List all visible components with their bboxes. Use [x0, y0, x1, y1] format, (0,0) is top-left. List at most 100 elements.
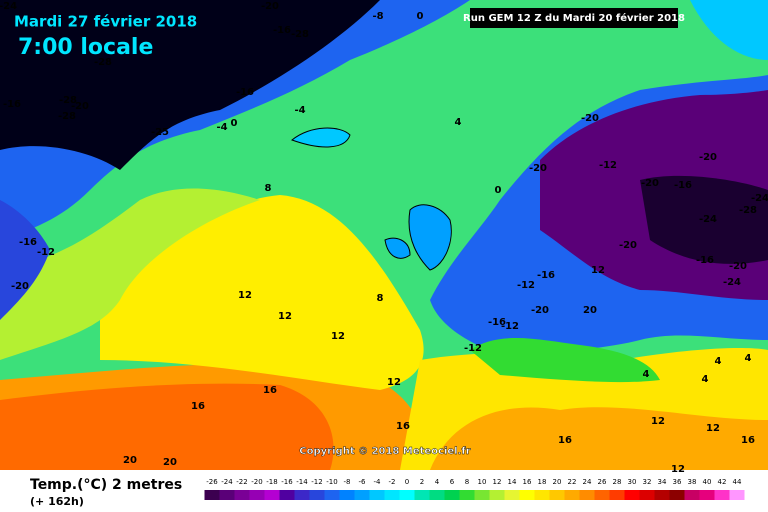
legend-swatch	[564, 490, 580, 500]
russia-frigid	[640, 175, 768, 264]
legend-value: -18	[266, 478, 277, 486]
legend-value: 34	[658, 478, 667, 486]
contour-label: -20	[619, 240, 637, 251]
contour-label: -28	[94, 57, 112, 68]
legend-swatch	[339, 490, 355, 500]
legend-swatch	[399, 490, 415, 500]
contour-label: 0	[231, 118, 238, 129]
legend-value: 20	[553, 478, 562, 486]
contour-label: 0	[495, 185, 502, 196]
contour-label: -24	[751, 193, 768, 204]
legend-value: 30	[628, 478, 637, 486]
legend-swatch	[204, 490, 220, 500]
legend-value: 28	[613, 478, 622, 486]
contour-label: -12	[464, 343, 482, 354]
legend-swatch	[714, 490, 730, 500]
legend-swatch	[534, 490, 550, 500]
legend-value: -26	[206, 478, 218, 486]
legend-value: -12	[311, 478, 322, 486]
legend-swatch	[264, 490, 280, 500]
legend-swatch	[504, 490, 520, 500]
africa-hot	[430, 407, 768, 470]
legend-value: 26	[598, 478, 607, 486]
contour-label: -12	[37, 247, 55, 258]
contour-label: -16	[696, 255, 714, 266]
contour-label: -12	[599, 160, 617, 171]
contour-label: -16	[488, 317, 506, 328]
legend-swatch	[684, 490, 700, 500]
contour-label: -20	[641, 178, 659, 189]
contour-label: -20	[581, 113, 599, 124]
contour-label: -16	[236, 87, 254, 98]
contour-label: 12	[706, 423, 720, 434]
contour-label: 4	[745, 353, 752, 364]
contour-label: 16	[396, 421, 410, 432]
legend-value: 24	[583, 478, 592, 486]
contour-label: 16	[263, 385, 277, 396]
contour-label: 16	[741, 435, 755, 446]
mediterranean	[470, 338, 660, 383]
legend-value: 0	[405, 478, 409, 486]
legend-swatch	[489, 490, 505, 500]
legend-swatch	[369, 490, 385, 500]
run-label: Run GEM 12 Z du Mardi 20 février 2018	[463, 12, 685, 24]
legend-swatch	[549, 490, 565, 500]
contour-label: 12	[238, 290, 252, 301]
legend-swatch	[594, 490, 610, 500]
legend-swatch	[294, 490, 310, 500]
yellow-zone	[100, 195, 424, 390]
contour-label: -20	[261, 1, 279, 12]
contour-label: 20	[163, 457, 177, 468]
contour-label: 12	[331, 331, 345, 342]
legend-swatch	[219, 490, 235, 500]
legend-swatch	[234, 490, 250, 500]
contour-label: 20	[583, 305, 597, 316]
contour-label: -28	[59, 95, 77, 106]
contour-label: 16	[191, 401, 205, 412]
legend-value: -20	[251, 478, 262, 486]
contour-label: -20	[729, 261, 747, 272]
legend-value: -22	[236, 478, 247, 486]
contour-label: 4	[702, 374, 709, 385]
legend-value: -2	[389, 478, 396, 486]
contour-label: -4	[216, 122, 227, 133]
contour-label: 20	[123, 455, 137, 466]
lime-zone	[0, 188, 260, 360]
legend-value: -8	[344, 478, 351, 486]
contour-label: -16	[3, 99, 21, 110]
legend-swatch	[474, 490, 490, 500]
iceland	[291, 127, 351, 148]
hot-zone	[0, 383, 334, 470]
contour-label: -24	[699, 214, 717, 225]
legend-swatch	[519, 490, 535, 500]
contour-label: -24	[0, 1, 17, 12]
contour-label: -28	[58, 111, 76, 122]
contour-label: -4	[294, 105, 305, 116]
contour-label: 8	[377, 293, 384, 304]
contour-label: -20	[699, 152, 717, 163]
contour-label: 12	[651, 416, 665, 427]
legend-swatch	[654, 490, 670, 500]
legend-subtitle: (+ 162h)	[30, 495, 84, 508]
contour-label: -16	[537, 270, 555, 281]
contour-label: 12	[387, 377, 401, 388]
legend-value: 10	[478, 478, 487, 486]
contour-label: -16	[674, 180, 692, 191]
contour-label: 16	[558, 435, 572, 446]
legend-value: 14	[508, 478, 517, 486]
contour-label: 0	[417, 11, 424, 22]
legend-value: -14	[296, 478, 308, 486]
legend-value: 6	[450, 478, 455, 486]
copyright: Copyright © 2018 Meteociel.fr	[299, 446, 470, 457]
legend-swatch	[609, 490, 625, 500]
legend-value: -10	[326, 478, 337, 486]
legend-value: 4	[435, 478, 440, 486]
legend-swatch	[279, 490, 295, 500]
legend-value: 22	[568, 478, 577, 486]
contour-label: -16	[19, 237, 37, 248]
legend-swatch	[309, 490, 325, 500]
legend-value: 8	[465, 478, 469, 486]
contour-label: 12	[278, 311, 292, 322]
legend-value: 42	[718, 478, 727, 486]
